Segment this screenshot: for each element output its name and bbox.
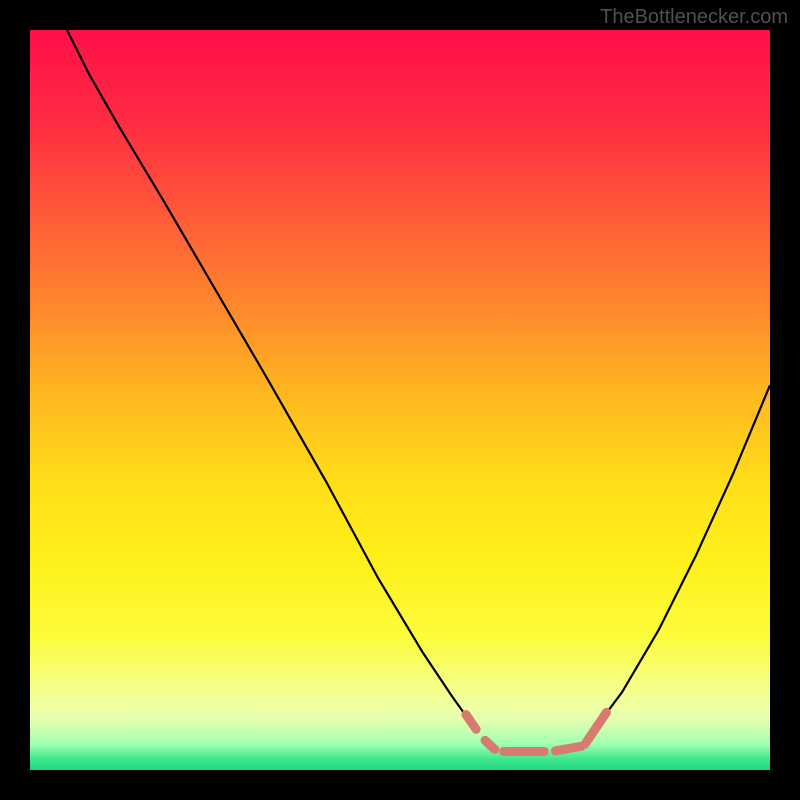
plot-area (30, 30, 770, 770)
bottleneck-curve-left (67, 30, 470, 722)
curve-layer (30, 30, 770, 770)
watermark-text: TheBottlenecker.com (600, 6, 788, 29)
optimal-range-marker (466, 712, 607, 751)
bottleneck-curve-right (600, 385, 770, 722)
